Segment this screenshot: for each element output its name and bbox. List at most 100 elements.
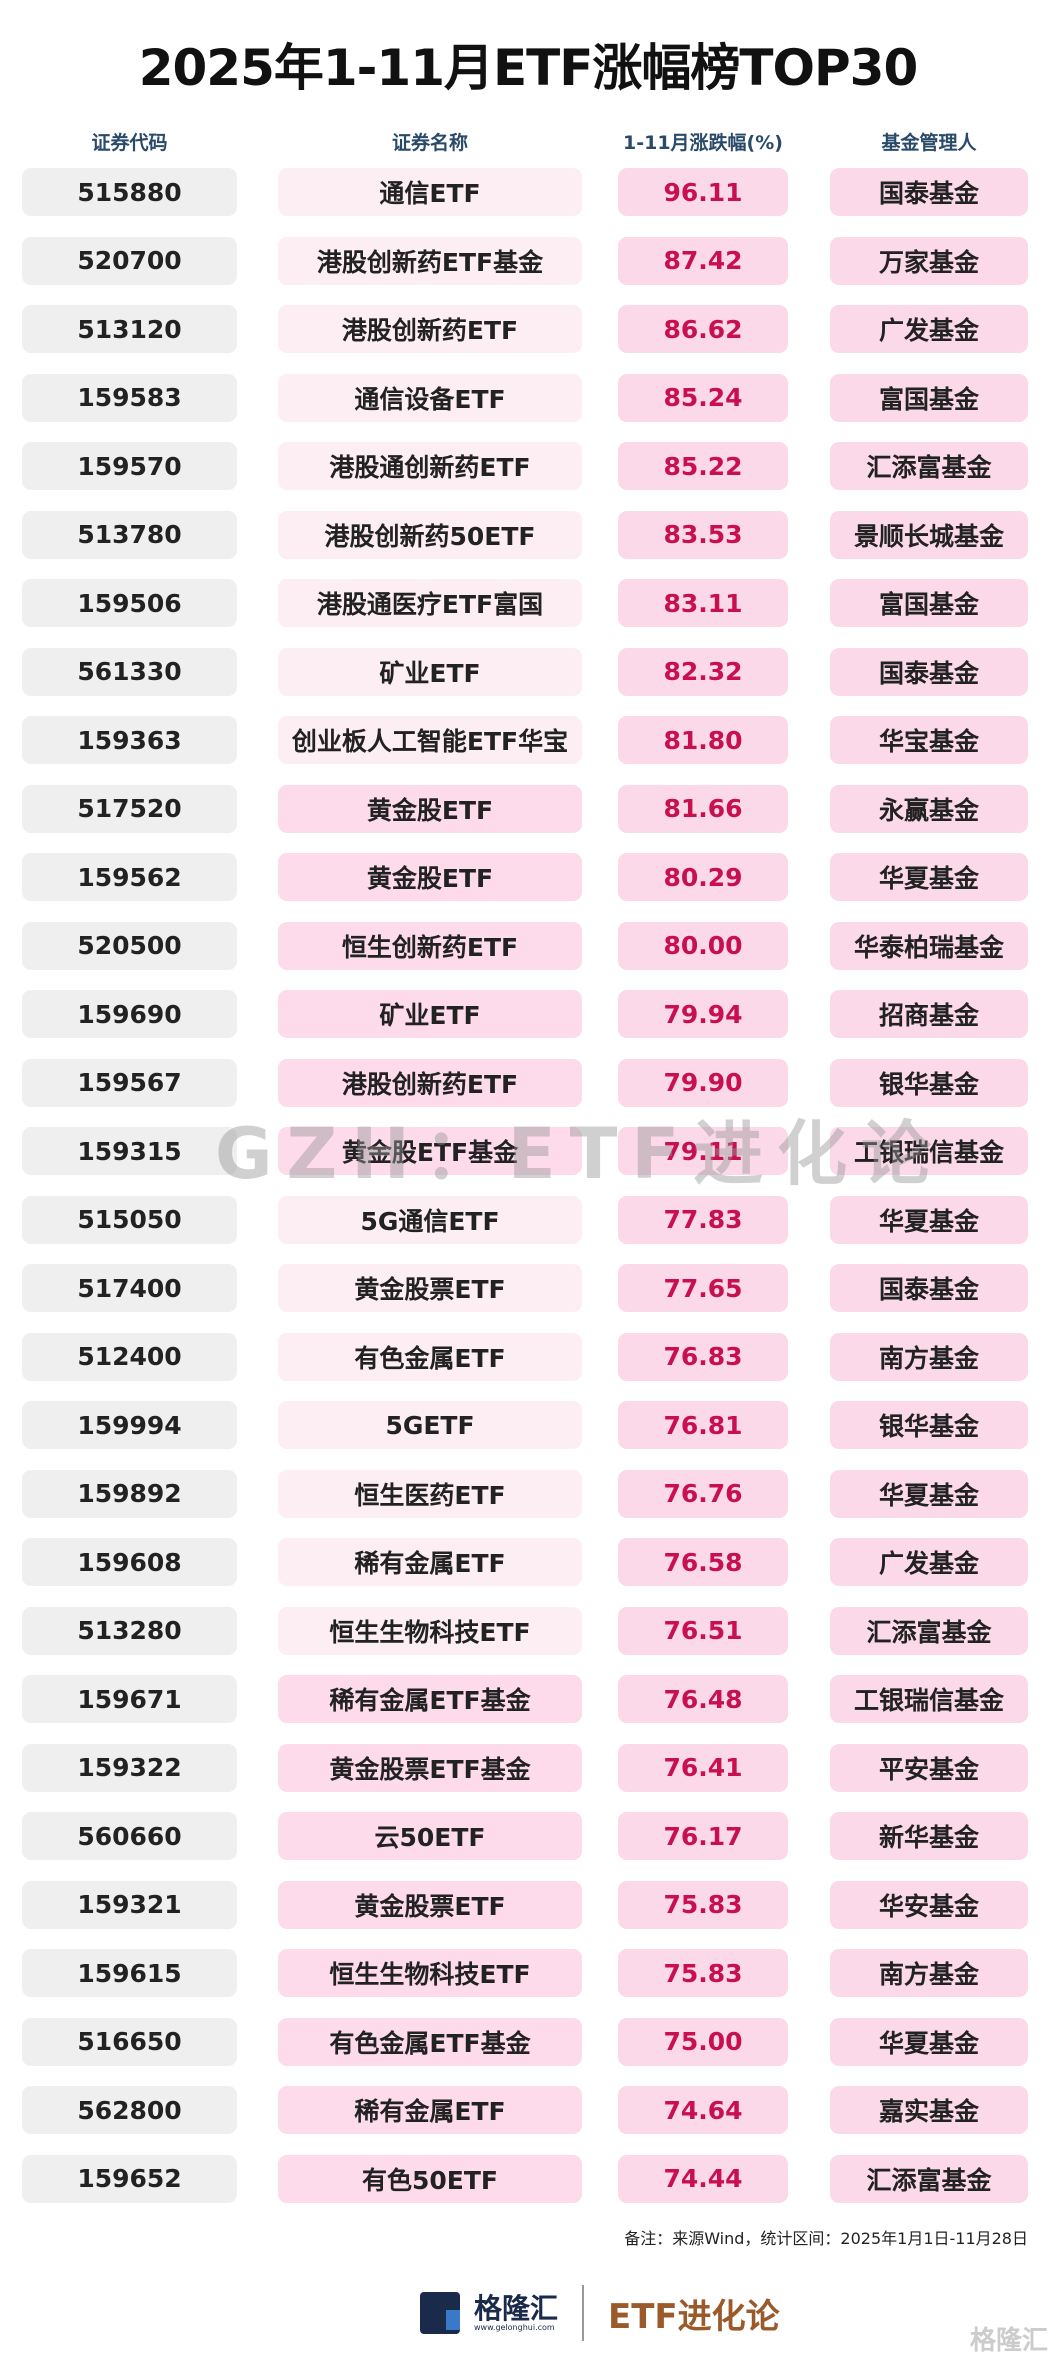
manager-cell: 景顺长城基金 <box>830 510 1028 559</box>
table-row: 159892 恒生医药ETF 76.76 华夏基金 <box>0 1469 1056 1518</box>
table-row: 159321 黄金股票ETF 75.83 华安基金 <box>0 1880 1056 1929</box>
code-cell: 561330 <box>22 647 237 696</box>
pct-cell: 81.80 <box>618 716 788 764</box>
pct-cell: 76.17 <box>618 1812 788 1860</box>
pct-cell: 80.29 <box>618 853 788 901</box>
table-row: 520500 恒生创新药ETF 80.00 华泰柏瑞基金 <box>0 921 1056 970</box>
code-cell: 159690 <box>22 990 237 1038</box>
header-manager: 基金管理人 <box>881 132 977 154</box>
name-cell: 通信ETF <box>278 168 582 216</box>
name-cell: 创业板人工智能ETF华宝 <box>278 716 582 764</box>
code-cell: 159671 <box>22 1675 237 1723</box>
pct-cell: 75.00 <box>618 2017 788 2066</box>
name-cell: 恒生生物科技ETF <box>278 1606 582 1655</box>
manager-cell: 银华基金 <box>830 1401 1028 1449</box>
pct-cell: 81.66 <box>618 784 788 833</box>
code-cell: 515880 <box>22 168 237 216</box>
code-cell: 159583 <box>22 373 237 422</box>
name-cell: 通信设备ETF <box>278 373 582 422</box>
manager-cell: 南方基金 <box>830 1949 1028 1997</box>
name-cell: 矿业ETF <box>278 990 582 1038</box>
pct-cell: 76.41 <box>618 1743 788 1792</box>
name-cell: 稀有金属ETF <box>278 1538 582 1586</box>
name-cell: 恒生医药ETF <box>278 1469 582 1518</box>
page-title: 2025年1-11月ETF涨幅榜TOP30 <box>138 39 919 97</box>
table-row: 517520 黄金股ETF 81.66 永赢基金 <box>0 784 1056 833</box>
name-cell: 有色金属ETF <box>278 1332 582 1381</box>
pct-cell: 79.11 <box>618 1127 788 1175</box>
manager-cell: 银华基金 <box>830 1058 1028 1107</box>
pct-cell: 79.90 <box>618 1058 788 1107</box>
corner-watermark: 格隆汇 <box>969 2326 1048 2356</box>
code-cell: 159506 <box>22 579 237 627</box>
pct-cell: 82.32 <box>618 647 788 696</box>
table-row: 159994 5GETF 76.81 银华基金 <box>0 1401 1056 1449</box>
code-cell: 159652 <box>22 2154 237 2203</box>
pct-cell: 96.11 <box>618 168 788 216</box>
pct-cell: 76.81 <box>618 1401 788 1449</box>
pct-cell: 76.58 <box>618 1538 788 1586</box>
manager-cell: 华宝基金 <box>830 716 1028 764</box>
manager-cell: 新华基金 <box>830 1812 1028 1860</box>
code-cell: 159567 <box>22 1058 237 1107</box>
table-row: 513280 恒生生物科技ETF 76.51 汇添富基金 <box>0 1606 1056 1655</box>
pct-cell: 83.53 <box>618 510 788 559</box>
table-row: 516650 有色金属ETF基金 75.00 华夏基金 <box>0 2017 1056 2066</box>
table-row: 512400 有色金属ETF 76.83 南方基金 <box>0 1332 1056 1381</box>
code-cell: 520500 <box>22 921 237 970</box>
table-row: 159322 黄金股票ETF基金 76.41 平安基金 <box>0 1743 1056 1792</box>
name-cell: 港股通创新药ETF <box>278 442 582 490</box>
manager-cell: 华夏基金 <box>830 2017 1028 2066</box>
table-row: 159315 黄金股ETF基金 79.11 工银瑞信基金 <box>0 1127 1056 1175</box>
header-pct: 1-11月涨跌幅(%) <box>623 132 783 154</box>
table-row: 159652 有色50ETF 74.44 汇添富基金 <box>0 2154 1056 2203</box>
code-cell: 159321 <box>22 1880 237 1929</box>
header-name: 证券名称 <box>391 132 468 154</box>
manager-cell: 汇添富基金 <box>830 442 1028 490</box>
code-cell: 562800 <box>22 2086 237 2134</box>
table-row: 513120 港股创新药ETF 86.62 广发基金 <box>0 305 1056 353</box>
table-row: 159567 港股创新药ETF 79.90 银华基金 <box>0 1058 1056 1107</box>
manager-cell: 富国基金 <box>830 373 1028 422</box>
manager-cell: 工银瑞信基金 <box>830 1675 1028 1723</box>
name-cell: 港股创新药ETF <box>278 305 582 353</box>
code-cell: 560660 <box>22 1812 237 1860</box>
source-note: 备注：来源Wind，统计区间：2025年1月1日-11月28日 <box>624 2229 1028 2248</box>
manager-cell: 华夏基金 <box>830 1469 1028 1518</box>
code-cell: 159608 <box>22 1538 237 1586</box>
manager-cell: 平安基金 <box>830 1743 1028 1792</box>
code-cell: 513780 <box>22 510 237 559</box>
table-row: 159562 黄金股ETF 80.29 华夏基金 <box>0 853 1056 901</box>
pct-cell: 74.44 <box>618 2154 788 2203</box>
code-cell: 159363 <box>22 716 237 764</box>
table-row: 560660 云50ETF 76.17 新华基金 <box>0 1812 1056 1860</box>
table-row: 159671 稀有金属ETF基金 76.48 工银瑞信基金 <box>0 1675 1056 1723</box>
name-cell: 港股通医疗ETF富国 <box>278 579 582 627</box>
table-row: 159615 恒生生物科技ETF 75.83 南方基金 <box>0 1949 1056 1997</box>
manager-cell: 富国基金 <box>830 579 1028 627</box>
brand-site: www.gelonghui.com <box>474 2322 555 2332</box>
pct-cell: 86.62 <box>618 305 788 353</box>
pct-cell: 75.83 <box>618 1880 788 1929</box>
code-cell: 516650 <box>22 2017 237 2066</box>
manager-cell: 招商基金 <box>830 990 1028 1038</box>
code-cell: 517520 <box>22 784 237 833</box>
name-cell: 5GETF <box>278 1401 582 1449</box>
manager-cell: 华夏基金 <box>830 1195 1028 1244</box>
manager-cell: 南方基金 <box>830 1332 1028 1381</box>
manager-cell: 华安基金 <box>830 1880 1028 1929</box>
name-cell: 有色50ETF <box>278 2154 582 2203</box>
name-cell: 稀有金属ETF基金 <box>278 1675 582 1723</box>
code-cell: 159615 <box>22 1949 237 1997</box>
code-cell: 520700 <box>22 236 237 285</box>
table-row: 159363 创业板人工智能ETF华宝 81.80 华宝基金 <box>0 716 1056 764</box>
table-row: 513780 港股创新药50ETF 83.53 景顺长城基金 <box>0 510 1056 559</box>
pct-cell: 83.11 <box>618 579 788 627</box>
header-code: 证券代码 <box>91 132 168 154</box>
manager-cell: 广发基金 <box>830 305 1028 353</box>
name-cell: 恒生创新药ETF <box>278 921 582 970</box>
name-cell: 黄金股票ETF <box>278 1264 582 1312</box>
name-cell: 港股创新药ETF <box>278 1058 582 1107</box>
pct-cell: 76.51 <box>618 1606 788 1655</box>
channel-name: ETF进化论 <box>608 2296 780 2337</box>
